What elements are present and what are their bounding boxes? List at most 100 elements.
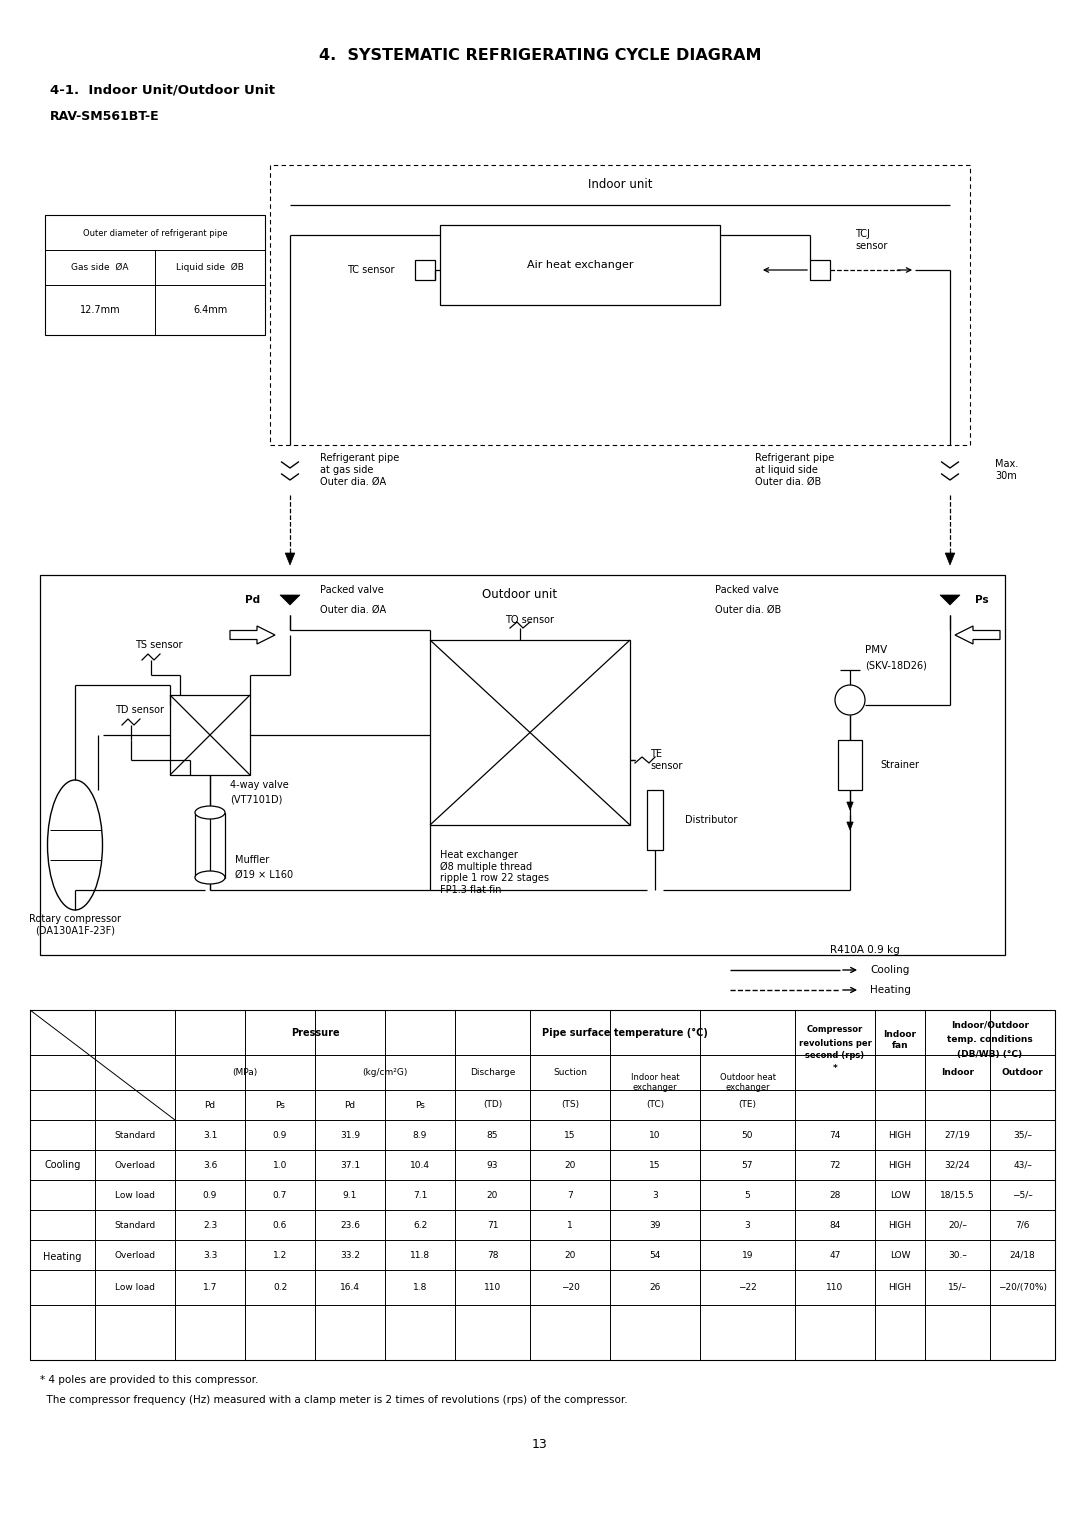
Text: HIGH: HIGH [889, 1283, 912, 1292]
Text: 78: 78 [487, 1250, 498, 1260]
Text: 1: 1 [567, 1220, 572, 1229]
Text: 85: 85 [487, 1130, 498, 1139]
Text: (SKV-18D26): (SKV-18D26) [865, 660, 927, 669]
Text: 19: 19 [742, 1250, 753, 1260]
Text: 32/24: 32/24 [945, 1161, 970, 1170]
Text: 1.2: 1.2 [273, 1250, 287, 1260]
Text: Refrigerant pipe
at gas side
Outer dia. ØA: Refrigerant pipe at gas side Outer dia. … [320, 453, 400, 486]
Text: −20/(70%): −20/(70%) [998, 1283, 1047, 1292]
Text: PMV: PMV [865, 645, 888, 656]
Text: 39: 39 [649, 1220, 661, 1229]
Text: Indoor/Outdoor: Indoor/Outdoor [951, 1020, 1029, 1029]
Text: Rotary compressor
(DA130A1F-23F): Rotary compressor (DA130A1F-23F) [29, 913, 121, 936]
Text: Cooling: Cooling [44, 1161, 81, 1170]
Text: Heat exchanger
Ø8 multiple thread
ripple 1 row 22 stages
FP1.3 flat fin: Heat exchanger Ø8 multiple thread ripple… [440, 849, 549, 895]
Polygon shape [847, 822, 853, 830]
Text: 93: 93 [487, 1161, 498, 1170]
Text: The compressor frequency (Hz) measured with a clamp meter is 2 times of revoluti: The compressor frequency (Hz) measured w… [40, 1395, 627, 1405]
Text: 11.8: 11.8 [410, 1250, 430, 1260]
Text: 24/18: 24/18 [1010, 1250, 1036, 1260]
Text: TS sensor: TS sensor [135, 640, 183, 650]
Text: 0.9: 0.9 [203, 1191, 217, 1200]
Ellipse shape [195, 807, 225, 819]
Text: TCJ
sensor: TCJ sensor [855, 229, 888, 250]
Text: 9.1: 9.1 [342, 1191, 357, 1200]
Bar [170, 695, 249, 775]
Text: Outer dia. ØA: Outer dia. ØA [320, 605, 387, 615]
Text: Ø19 × L160: Ø19 × L160 [235, 869, 293, 880]
Text: 15: 15 [649, 1161, 661, 1170]
Text: 13: 13 [532, 1438, 548, 1452]
Text: 43/–: 43/– [1013, 1161, 1031, 1170]
Bar [195, 813, 225, 877]
Text: Heating: Heating [870, 985, 910, 994]
Bar [647, 790, 663, 849]
Text: Packed valve: Packed valve [320, 586, 383, 595]
Bar [838, 740, 862, 790]
Bar [415, 259, 435, 281]
Text: 0.9: 0.9 [273, 1130, 287, 1139]
Text: 6.4mm: 6.4mm [193, 305, 227, 316]
Text: HIGH: HIGH [889, 1220, 912, 1229]
Text: Liquid side  ØB: Liquid side ØB [176, 262, 244, 271]
Text: 8.9: 8.9 [413, 1130, 428, 1139]
Bar [30, 1010, 1055, 1360]
Text: 84: 84 [829, 1220, 840, 1229]
Bar [45, 215, 265, 336]
Polygon shape [285, 554, 295, 564]
Ellipse shape [48, 779, 103, 910]
Text: 1.0: 1.0 [273, 1161, 287, 1170]
Bar [440, 226, 720, 305]
Text: 4-1.  Indoor Unit/Outdoor Unit: 4-1. Indoor Unit/Outdoor Unit [50, 84, 275, 96]
Text: 50: 50 [742, 1130, 753, 1139]
Text: Ps: Ps [415, 1101, 424, 1110]
Text: (DB/WB) (°C): (DB/WB) (°C) [958, 1051, 1023, 1060]
Text: Low load: Low load [114, 1191, 156, 1200]
Text: Outdoor heat: Outdoor heat [719, 1072, 775, 1081]
Text: 7/6: 7/6 [1015, 1220, 1029, 1229]
Text: revolutions per: revolutions per [798, 1039, 872, 1048]
Text: Gas side  ØA: Gas side ØA [71, 262, 129, 271]
Text: 1.8: 1.8 [413, 1283, 428, 1292]
Polygon shape [945, 554, 955, 564]
Text: 12.7mm: 12.7mm [80, 305, 120, 316]
Text: LOW: LOW [890, 1250, 910, 1260]
Text: 74: 74 [829, 1130, 840, 1139]
FancyArrow shape [955, 625, 1000, 644]
Text: exchanger: exchanger [633, 1083, 677, 1092]
Text: Indoor
fan: Indoor fan [883, 1031, 917, 1049]
Text: TC sensor: TC sensor [348, 265, 395, 274]
Text: (VT7101D): (VT7101D) [230, 795, 282, 805]
Text: Pd: Pd [245, 595, 260, 605]
Text: R410A 0.9 kg: R410A 0.9 kg [831, 946, 900, 955]
Text: Strainer: Strainer [880, 759, 919, 770]
Text: 4.  SYSTEMATIC REFRIGERATING CYCLE DIAGRAM: 4. SYSTEMATIC REFRIGERATING CYCLE DIAGRA… [319, 47, 761, 63]
Text: Ps: Ps [275, 1101, 285, 1110]
Text: 4-way valve: 4-way valve [230, 779, 288, 790]
Text: HIGH: HIGH [889, 1130, 912, 1139]
Circle shape [835, 685, 865, 715]
Text: Discharge: Discharge [470, 1068, 515, 1077]
Text: 72: 72 [829, 1161, 840, 1170]
Text: Pd: Pd [345, 1101, 355, 1110]
Text: 47: 47 [829, 1250, 840, 1260]
Text: TD sensor: TD sensor [114, 705, 164, 715]
Text: (TC): (TC) [646, 1101, 664, 1110]
Text: Air heat exchanger: Air heat exchanger [527, 259, 633, 270]
Text: Refrigerant pipe
at liquid side
Outer dia. ØB: Refrigerant pipe at liquid side Outer di… [755, 453, 834, 486]
Text: 15: 15 [564, 1130, 576, 1139]
Text: 5: 5 [744, 1191, 751, 1200]
Text: Low load: Low load [114, 1283, 156, 1292]
Text: 7: 7 [567, 1191, 572, 1200]
Text: exchanger: exchanger [725, 1083, 770, 1092]
Text: TE
sensor: TE sensor [650, 749, 683, 770]
Text: 57: 57 [742, 1161, 753, 1170]
Text: Pipe surface temperature (°C): Pipe surface temperature (°C) [542, 1028, 707, 1037]
Polygon shape [940, 595, 960, 605]
Text: Pd: Pd [204, 1101, 216, 1110]
Text: 0.2: 0.2 [273, 1283, 287, 1292]
Text: Max.
30m: Max. 30m [995, 459, 1018, 480]
Text: temp. conditions: temp. conditions [947, 1035, 1032, 1045]
Text: Outer diameter of refrigerant pipe: Outer diameter of refrigerant pipe [83, 229, 227, 238]
Text: LOW: LOW [890, 1191, 910, 1200]
